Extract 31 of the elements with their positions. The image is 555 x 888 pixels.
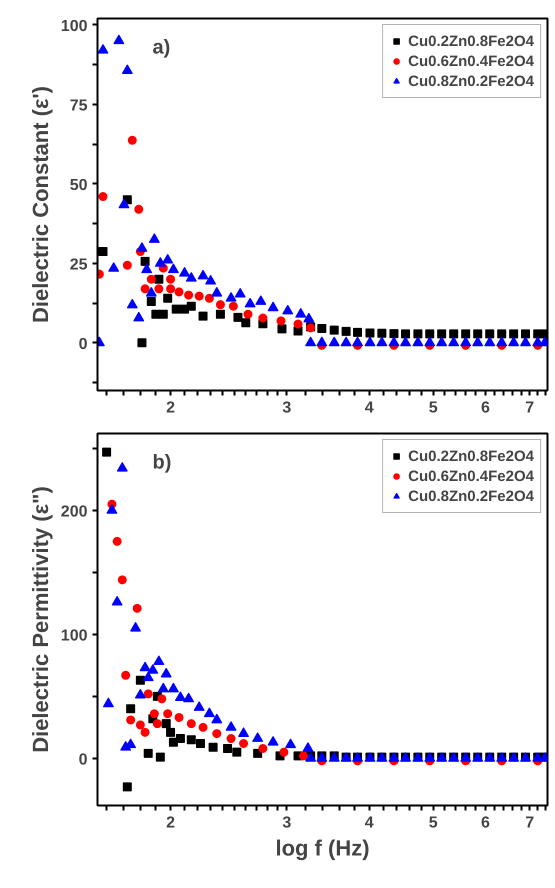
y-axis-title: Dielectric Permittivity (ε") bbox=[28, 486, 53, 753]
x-tick-label: 7 bbox=[525, 400, 534, 416]
annotation: b) bbox=[152, 452, 172, 474]
x-axis-title: log f (Hz) bbox=[275, 836, 370, 860]
x-tick-label: 6 bbox=[481, 814, 490, 832]
y-axis-title: Dielectric Constant (ε') bbox=[28, 86, 53, 323]
y-tick-label: 75 bbox=[70, 97, 88, 114]
legend-label: Cu0.2Zn0.8Fe2O4 bbox=[408, 32, 534, 50]
x-tick-label: 7 bbox=[525, 814, 534, 832]
x-tick-label: 5 bbox=[428, 814, 438, 832]
legend-label: Cu0.6Zn0.4Fe2O4 bbox=[408, 467, 534, 485]
legend-label: Cu0.8Zn0.2Fe2O4 bbox=[408, 487, 534, 505]
x-tick-label: 4 bbox=[364, 814, 374, 832]
legend-label: Cu0.8Zn0.2Fe2O4 bbox=[408, 72, 534, 90]
x-tick-label: 6 bbox=[481, 400, 490, 416]
x-tick-label: 3 bbox=[282, 400, 292, 416]
x-tick-label: 3 bbox=[282, 814, 292, 832]
x-tick-label: 2 bbox=[166, 400, 176, 416]
x-tick-label: 2 bbox=[166, 814, 176, 832]
y-tick-label: 100 bbox=[60, 627, 88, 644]
legend-label: Cu0.2Zn0.8Fe2O4 bbox=[408, 447, 534, 465]
x-tick-label: 4 bbox=[364, 400, 374, 416]
y-tick-label: 200 bbox=[60, 503, 88, 520]
y-tick-label: 50 bbox=[70, 176, 88, 194]
y-tick-label: 100 bbox=[60, 18, 88, 35]
annotation: a) bbox=[152, 36, 170, 58]
x-tick-label: 5 bbox=[428, 400, 438, 416]
y-tick-label: 0 bbox=[78, 751, 88, 768]
y-tick-label: 0 bbox=[78, 336, 88, 353]
legend-label: Cu0.6Zn0.4Fe2O4 bbox=[408, 52, 534, 70]
y-tick-label: 25 bbox=[70, 256, 88, 274]
